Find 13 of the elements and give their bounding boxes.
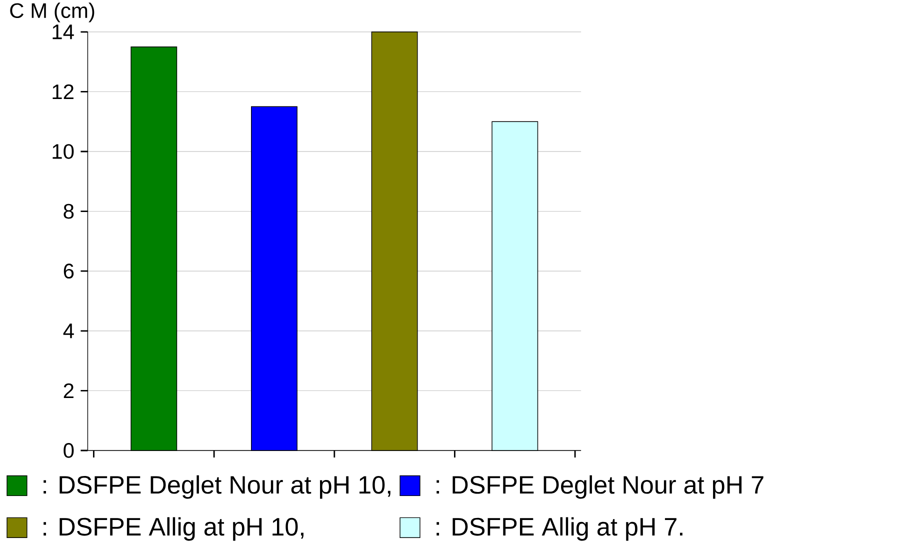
y-tick-label: 2	[64, 383, 74, 398]
y-tick-label: 14	[52, 24, 74, 40]
y-tick-label: 12	[52, 84, 74, 99]
y-tick-label: 0	[64, 442, 74, 458]
legend-label: : DSFPE Allig at pH 7.	[436, 517, 682, 541]
legend-label: : DSFPE Deglet Nour at pH 10,	[44, 475, 390, 499]
y-tick-label: 10	[52, 144, 74, 159]
y-tick-label: 6	[64, 264, 74, 278]
legend-label: : DSFPE Allig at pH 10,	[44, 517, 304, 541]
y-tick-label: 8	[64, 204, 74, 219]
y-axis-title: C M (cm)	[10, 2, 94, 22]
y-tick-label: 4	[63, 324, 74, 338]
legend-label: : DSFPE Deglet Nour at pH 7	[436, 475, 764, 499]
